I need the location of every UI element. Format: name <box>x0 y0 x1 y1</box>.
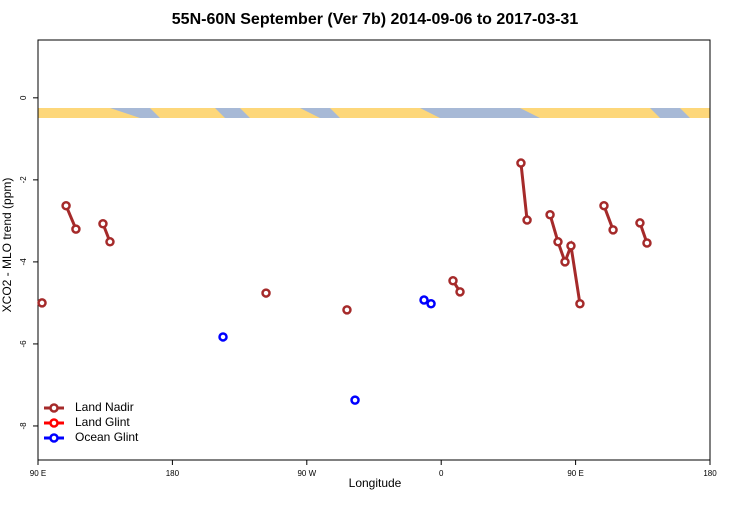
legend-label: Land Glint <box>75 415 130 429</box>
plot-frame <box>37 39 711 461</box>
data-point <box>105 237 115 247</box>
x-tick-label: 90 E <box>30 469 46 478</box>
legend-marker <box>49 403 59 413</box>
x-tick-label: 90 W <box>297 469 316 478</box>
data-point <box>599 200 609 211</box>
chart-title: 55N-60N September (Ver 7b) 2014-09-06 to… <box>172 11 579 28</box>
data-point <box>545 209 555 220</box>
data-point <box>522 215 532 225</box>
data-point <box>37 298 47 308</box>
data-point <box>635 218 645 228</box>
data-point <box>71 224 81 234</box>
x-axis-label: Longitude <box>349 476 402 490</box>
y-axis-label: XCO2 - MLO trend (ppm) <box>0 178 14 313</box>
data-point <box>261 288 271 298</box>
data-point <box>342 305 352 315</box>
x-tick-label: 0 <box>439 469 444 478</box>
series-line <box>64 162 649 304</box>
data-point <box>61 200 71 211</box>
data-point <box>98 219 108 229</box>
y-tick-label: -6 <box>19 340 28 348</box>
data-point <box>516 158 526 168</box>
data-point <box>419 295 429 305</box>
data-point <box>350 395 360 405</box>
data-point <box>575 298 585 309</box>
data-point <box>426 298 436 309</box>
data-point <box>560 257 570 267</box>
y-tick-label: -4 <box>19 258 28 266</box>
data-point <box>608 225 618 235</box>
data-point <box>642 238 652 248</box>
data-point <box>553 237 563 247</box>
y-tick-label: -2 <box>19 176 28 184</box>
x-tick-label: 90 E <box>567 469 583 478</box>
legend-label: Land Nadir <box>75 400 134 414</box>
map-strip <box>38 108 710 118</box>
data-point <box>455 287 465 297</box>
legend-marker <box>49 433 59 443</box>
y-tick-label: 0 <box>19 95 28 100</box>
x-tick-label: 180 <box>703 469 717 478</box>
x-tick-label: 180 <box>166 469 180 478</box>
y-tick-label: -8 <box>19 422 28 430</box>
data-point <box>448 276 458 286</box>
legend-marker <box>49 418 59 428</box>
data-point <box>218 332 228 342</box>
legend-label: Ocean Glint <box>75 430 139 444</box>
data-point <box>566 241 576 251</box>
